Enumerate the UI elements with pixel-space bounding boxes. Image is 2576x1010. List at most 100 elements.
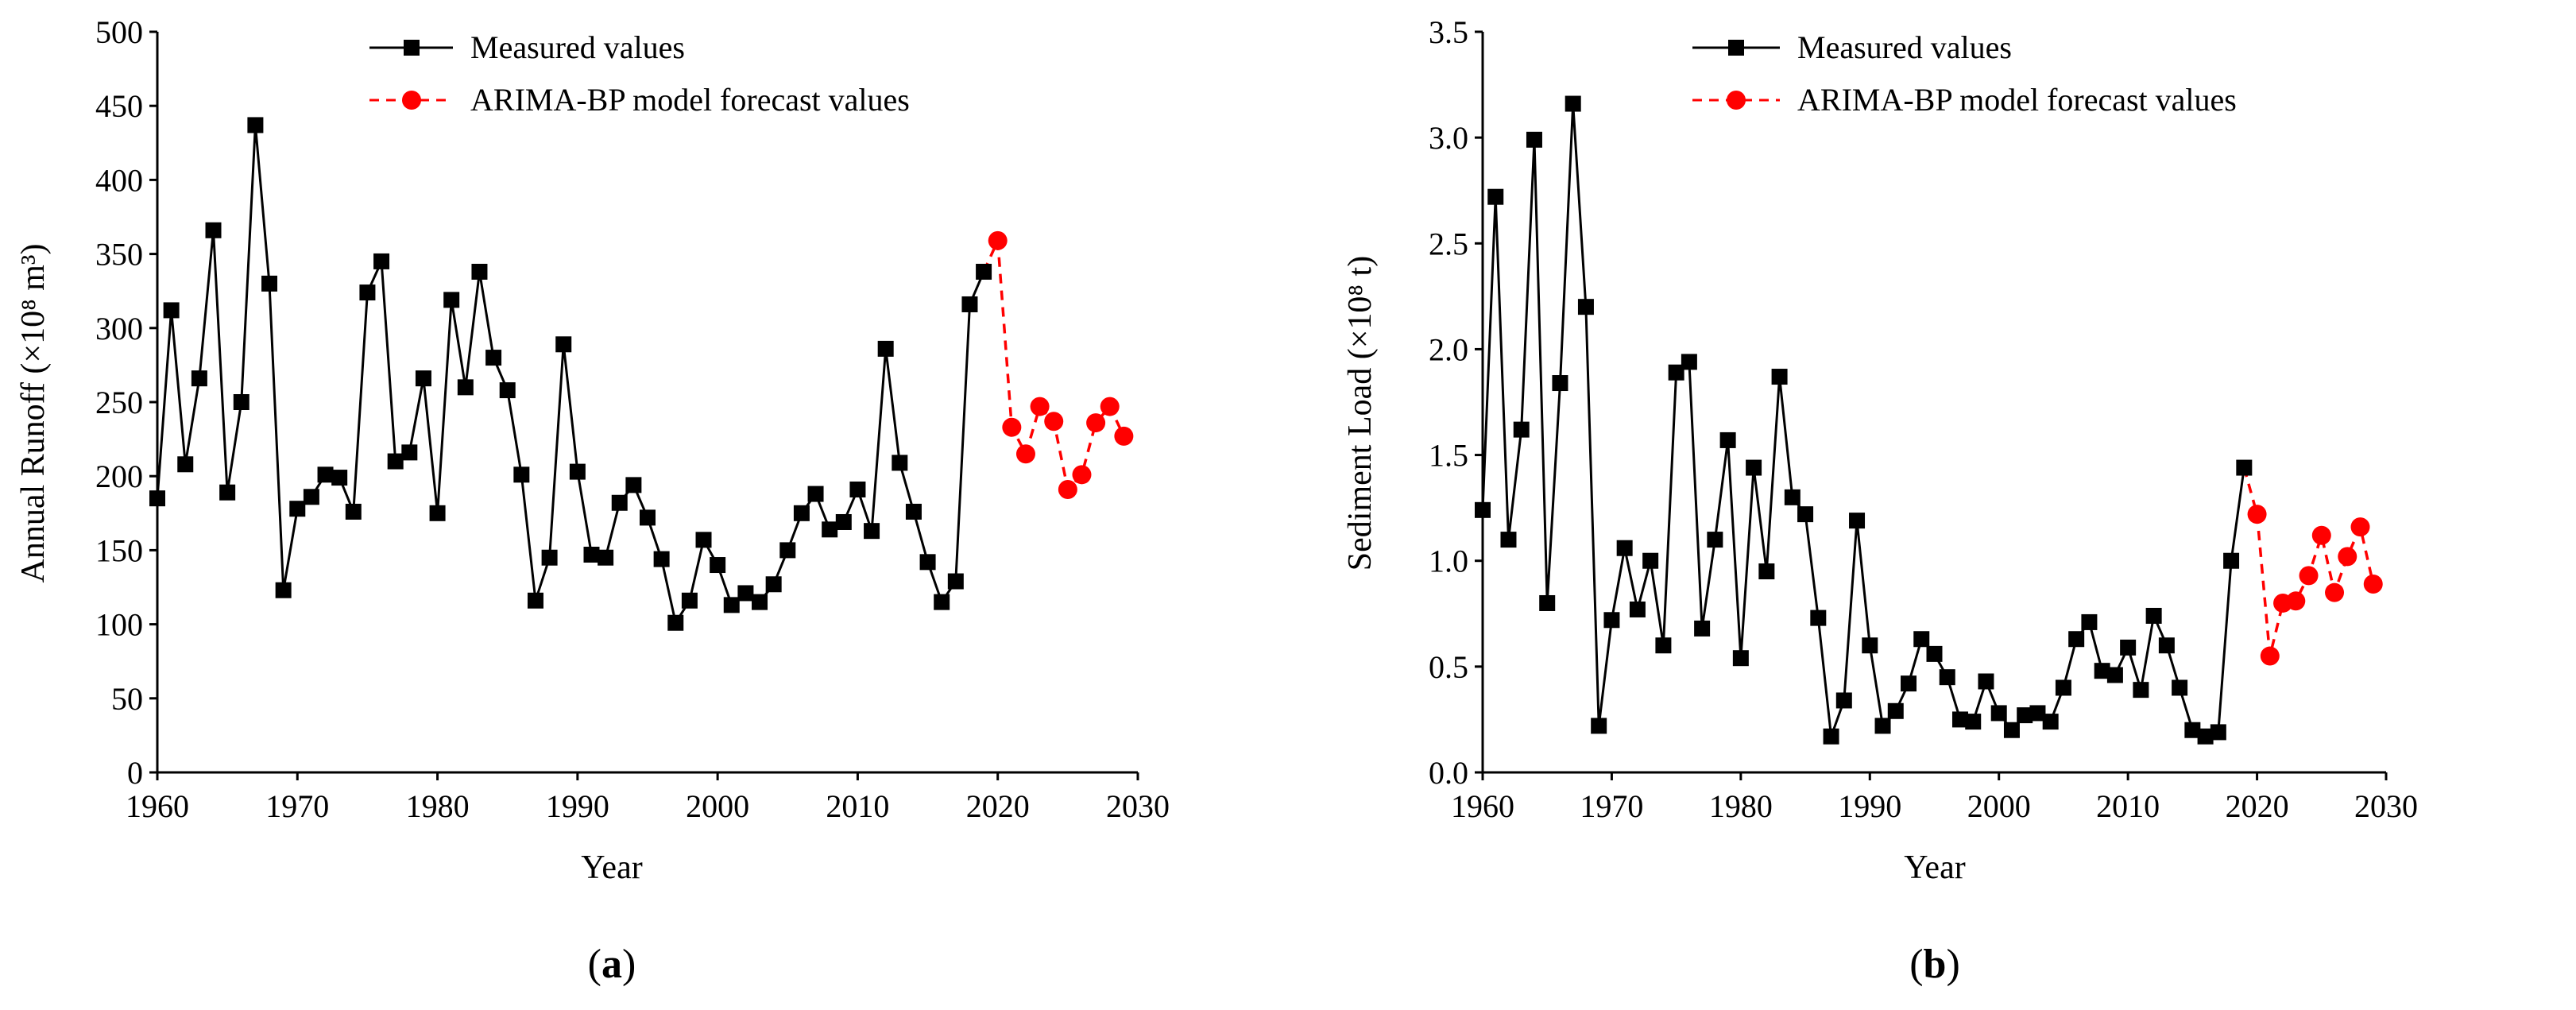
x-tick-label-b: 1960 xyxy=(1451,788,1514,824)
data-point-forecast-b xyxy=(2350,517,2370,537)
data-point-forecast-a xyxy=(1072,465,1092,485)
data-point-measured-b xyxy=(2081,613,2098,630)
data-point-measured-a xyxy=(947,573,964,590)
data-point-measured-a xyxy=(513,466,530,483)
data-point-measured-a xyxy=(681,592,698,609)
data-point-measured-b xyxy=(1810,609,1827,626)
data-point-measured-b xyxy=(1655,637,1672,654)
data-point-measured-b xyxy=(1746,459,1762,476)
data-point-measured-b xyxy=(1616,540,1633,556)
data-point-forecast-a xyxy=(1058,479,1077,499)
data-point-forecast-a xyxy=(1100,397,1120,416)
data-point-measured-b xyxy=(2184,722,2201,738)
data-point-forecast-b xyxy=(2311,525,2331,545)
series-line-b-1 xyxy=(2255,513,2375,656)
data-point-measured-a xyxy=(317,466,334,483)
data-point-measured-b xyxy=(1681,354,1697,370)
x-tick-label-a: 1980 xyxy=(406,788,470,824)
data-point-measured-b xyxy=(1565,95,1581,112)
data-point-forecast-b xyxy=(2260,646,2280,666)
data-point-measured-a xyxy=(177,456,194,473)
data-point-measured-a xyxy=(149,490,165,507)
legend-a-forecast-marker xyxy=(402,91,421,110)
data-point-measured-b xyxy=(1539,594,1556,611)
data-point-measured-a xyxy=(499,382,516,399)
data-point-measured-a xyxy=(653,551,670,567)
data-point-measured-b xyxy=(2197,728,2214,745)
y-tick-label-a: 500 xyxy=(95,14,143,50)
series-line-a-0 xyxy=(156,125,985,626)
data-point-forecast-b xyxy=(2247,505,2267,524)
data-point-measured-b xyxy=(1901,675,1917,692)
data-point-measured-b xyxy=(1926,645,1943,662)
data-point-measured-a xyxy=(569,463,586,480)
legend-b-forecast-marker xyxy=(1727,91,1746,110)
data-point-measured-b xyxy=(1500,532,1517,548)
data-point-measured-b xyxy=(2029,705,2046,722)
data-point-measured-b xyxy=(1913,631,1930,648)
chart-panel-a: 1960 1970 1980 1990 2000 2010 2020 2030 0 50 100 15… xyxy=(15,14,1170,987)
data-point-measured-b xyxy=(1862,637,1878,654)
legend-a-measured-label: Measured values xyxy=(470,29,685,65)
data-point-measured-b xyxy=(1591,718,1607,734)
y-tick-label-b: 1.5 xyxy=(1429,438,1468,474)
data-point-measured-b xyxy=(2158,637,2175,654)
data-point-measured-a xyxy=(835,513,852,530)
data-point-measured-a xyxy=(765,576,782,593)
data-point-measured-b xyxy=(1978,673,1994,690)
data-point-measured-a xyxy=(892,455,908,471)
data-point-measured-a xyxy=(976,263,992,280)
legend-a-measured-marker xyxy=(404,40,420,56)
data-point-measured-b xyxy=(1887,702,1904,719)
data-point-measured-b xyxy=(2172,679,2188,696)
data-point-measured-b xyxy=(1707,532,1723,548)
x-tick-label-a: 2020 xyxy=(966,788,1030,824)
x-tick-label-a: 2010 xyxy=(826,788,889,824)
data-point-measured-a xyxy=(961,296,978,312)
data-point-measured-a xyxy=(163,302,180,319)
data-point-measured-a xyxy=(401,444,418,461)
data-point-measured-a xyxy=(261,275,278,292)
legend-b-measured-label: Measured values xyxy=(1797,29,2012,65)
data-point-measured-b xyxy=(2223,552,2240,569)
data-point-measured-b xyxy=(1577,299,1594,315)
data-point-measured-b xyxy=(2120,639,2137,656)
data-point-measured-b xyxy=(1513,421,1530,438)
data-point-measured-b xyxy=(1835,692,1852,709)
data-point-forecast-a xyxy=(988,230,1008,250)
x-tick-label-a: 1960 xyxy=(126,788,189,824)
y-tick-label-a: 0 xyxy=(127,755,143,791)
data-point-measured-b xyxy=(1874,718,1891,734)
data-point-measured-a xyxy=(541,549,558,566)
data-point-measured-a xyxy=(191,370,207,387)
data-point-forecast-a xyxy=(1114,426,1134,446)
data-point-measured-b xyxy=(1784,489,1800,505)
data-point-measured-b xyxy=(1758,563,1775,580)
data-point-measured-a xyxy=(934,594,950,610)
series-line-a-1 xyxy=(996,240,1125,493)
x-axis-title-a: Year xyxy=(581,849,642,886)
data-point-measured-a xyxy=(779,542,796,559)
data-point-measured-b xyxy=(2017,707,2033,724)
data-point-measured-a xyxy=(667,614,684,631)
y-tick-label-b: 0.5 xyxy=(1429,649,1468,685)
data-point-measured-b xyxy=(1629,601,1646,617)
x-tick-label-a: 1990 xyxy=(546,788,609,824)
x-tick-label-b: 1980 xyxy=(1709,788,1773,824)
data-point-measured-a xyxy=(822,521,838,538)
x-tick-label-b: 2020 xyxy=(2226,788,2289,824)
y-tick-label-b: 1.0 xyxy=(1429,544,1468,579)
data-point-forecast-b xyxy=(2299,566,2319,586)
data-point-measured-b xyxy=(2210,724,2226,741)
data-point-measured-b xyxy=(1668,364,1684,381)
legend-b: Measured values ARIMA-BP model forecast … xyxy=(1692,29,2237,118)
data-point-measured-a xyxy=(289,501,306,517)
data-point-measured-a xyxy=(807,486,824,502)
data-point-forecast-a xyxy=(1002,417,1022,437)
data-point-measured-a xyxy=(710,557,726,574)
data-point-measured-b xyxy=(1642,552,1659,569)
data-point-measured-a xyxy=(583,546,600,563)
plot-area-a: 1960 1970 1980 1990 2000 2010 2020 2030 0 50 100 15… xyxy=(95,14,1170,824)
data-point-measured-a xyxy=(555,336,572,353)
data-point-measured-a xyxy=(387,453,404,470)
